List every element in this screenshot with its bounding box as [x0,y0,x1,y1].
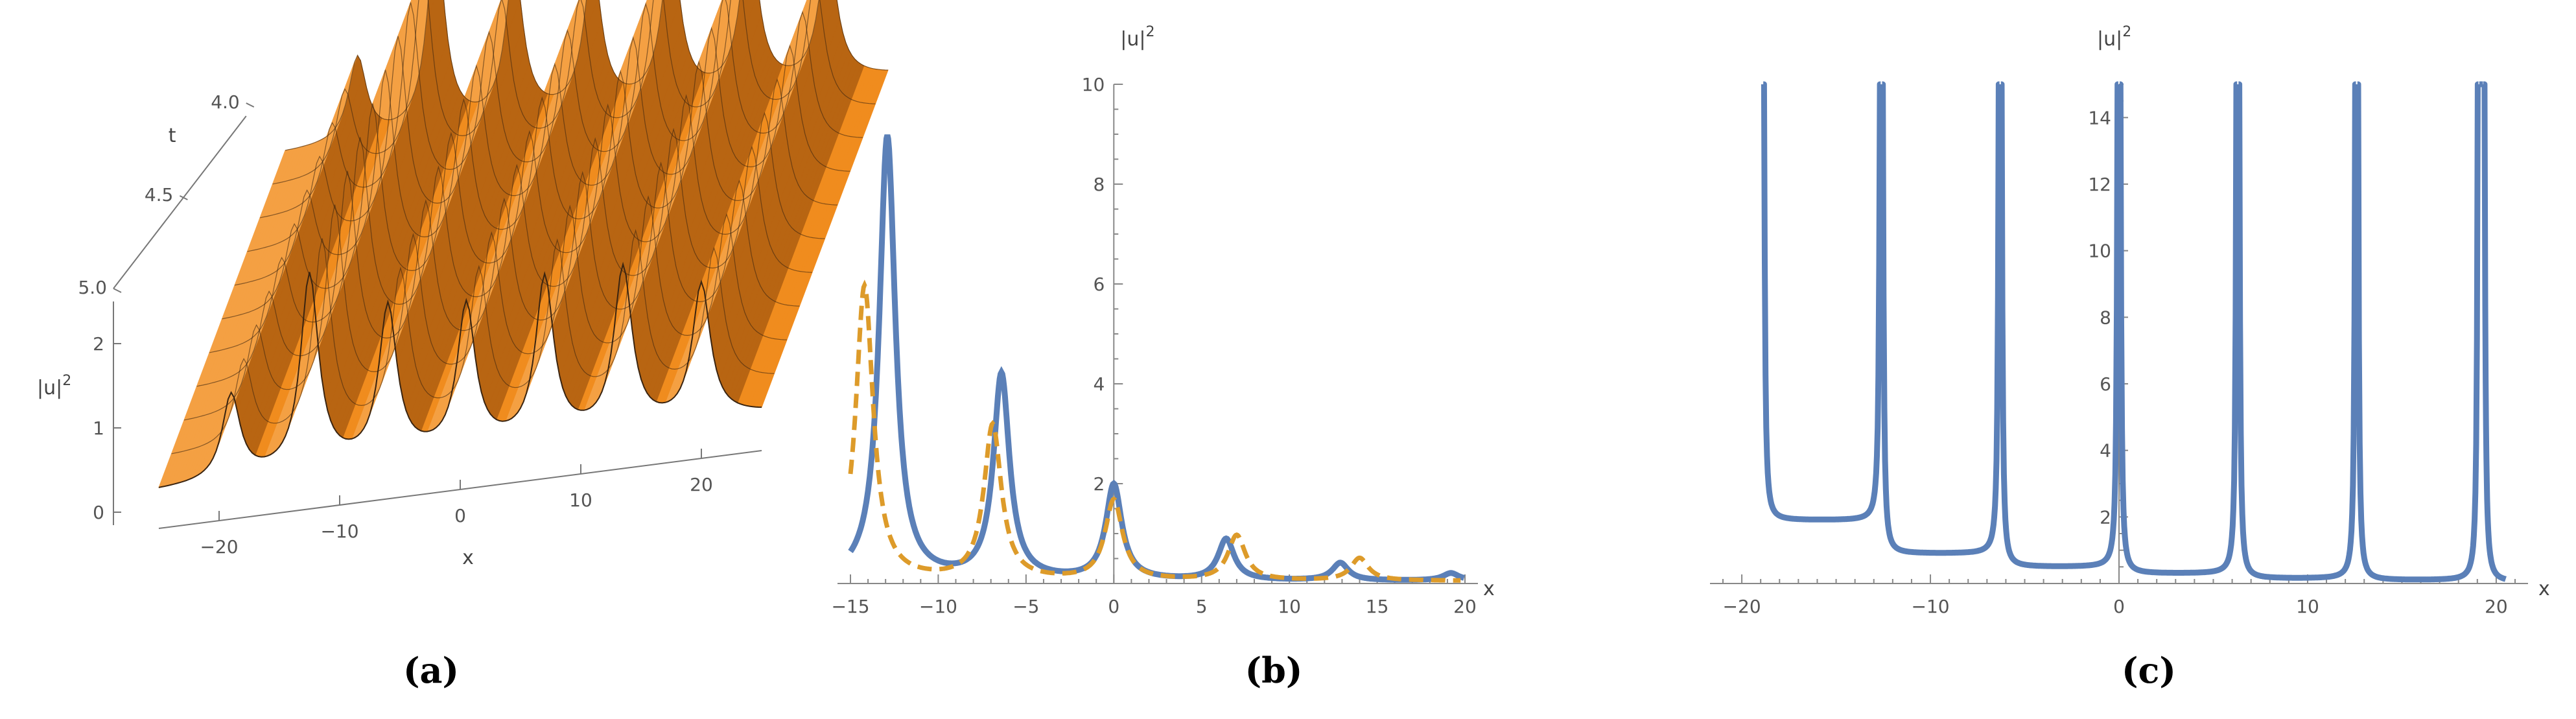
t-tick [179,195,188,200]
y-tick-label: 2 [2100,506,2111,528]
y-tick-label: 10 [2088,241,2111,262]
surface-front-edge [158,261,762,488]
x-tick-label: 0 [1108,596,1119,617]
mesh-line [272,0,876,185]
x-tick-label: 20 [1453,596,1477,617]
z-axis-label: |u|2 [37,373,71,399]
x-tick-label: −15 [831,596,869,617]
x-axis-label: x [1483,578,1495,600]
caption-a: (a) [403,650,460,691]
mesh-line [234,60,838,286]
mesh-line [183,195,788,421]
z-tick-label: 0 [93,502,104,523]
caption-b: (b) [1245,650,1303,691]
panel-b: −15 −10 −5 0 5 10 15 20 2 4 6 8 10 x |u|2 (b) [817,0,1698,719]
z-tick-label: 1 [93,418,104,439]
x-tick-label: 20 [2485,596,2508,617]
series-solid-line [1761,81,2509,583]
x-tick-label: −20 [1723,596,1761,617]
y-tick-label: 12 [2088,174,2111,195]
series-dashed-line [848,279,1461,583]
t-tick [113,288,122,293]
y-tick-label: 14 [2088,107,2111,128]
mesh-line [209,128,813,353]
y-axis-label: |u|2 [2097,24,2131,51]
series-solid-line [848,134,1465,583]
mesh-line [259,0,863,218]
line-chart-c: −20 −10 0 10 20 2 4 6 8 10 12 14 x |u|2 [1710,24,2550,617]
caption-c: (c) [2122,650,2176,691]
mesh-line [222,94,825,320]
y-tick-label: 10 [1082,74,1105,95]
x-tick-label: −10 [320,521,358,542]
y-tick-label: 4 [2100,440,2111,462]
x-axis-label: x [2538,578,2550,600]
y-tick-label: 2 [1093,473,1105,495]
z-tick-label: 2 [93,333,104,355]
x-tick-label: −10 [919,596,957,617]
x-tick-label: −5 [1013,596,1039,617]
x-tick-label: 10 [569,489,592,511]
y-tick-label: 6 [1093,274,1105,295]
t-tick-label: 4.0 [211,91,240,113]
x-tick-label: 15 [1366,596,1389,617]
y-axis-label: |u|2 [1120,24,1154,51]
surface-plot: −20 −10 0 10 20 x 0 1 2 |u|2 4.0 4.5 5.0 t [37,0,889,569]
x-tick-label: −20 [200,536,238,558]
mesh-line [196,161,800,387]
y-tick-label: 4 [1093,373,1105,395]
t-tick-label: 4.5 [145,184,174,206]
mesh-line [247,27,850,252]
t-tick [246,102,255,108]
panel-a: −20 −10 0 10 20 x 0 1 2 |u|2 4.0 4.5 5.0 t (a) [0,0,889,719]
t-axis-label: t [169,124,176,147]
x-tick-label: −10 [1912,596,1950,617]
y-tick-label: 8 [1093,174,1105,195]
x-tick-label: 0 [454,505,466,526]
x-tick-label: 5 [1196,596,1208,617]
t-axis [113,115,247,289]
x-tick-label: 10 [1278,596,1301,617]
mesh-line [171,229,775,454]
y-tick-label: 6 [2100,373,2111,395]
line-chart-b: −15 −10 −5 0 5 10 15 20 2 4 6 8 10 x |u|2 [831,24,1495,617]
mesh-line [285,0,889,151]
x-axis-label: x [462,547,474,569]
x-tick-label: 20 [690,474,713,495]
t-tick-label: 5.0 [78,277,107,298]
x-tick-label: 10 [2296,596,2319,617]
y-tick-label: 8 [2100,307,2111,328]
x-tick-label: 0 [2113,596,2125,617]
panel-c: −20 −10 0 10 20 2 4 6 8 10 12 14 x |u|2 (c) [1698,0,2576,719]
